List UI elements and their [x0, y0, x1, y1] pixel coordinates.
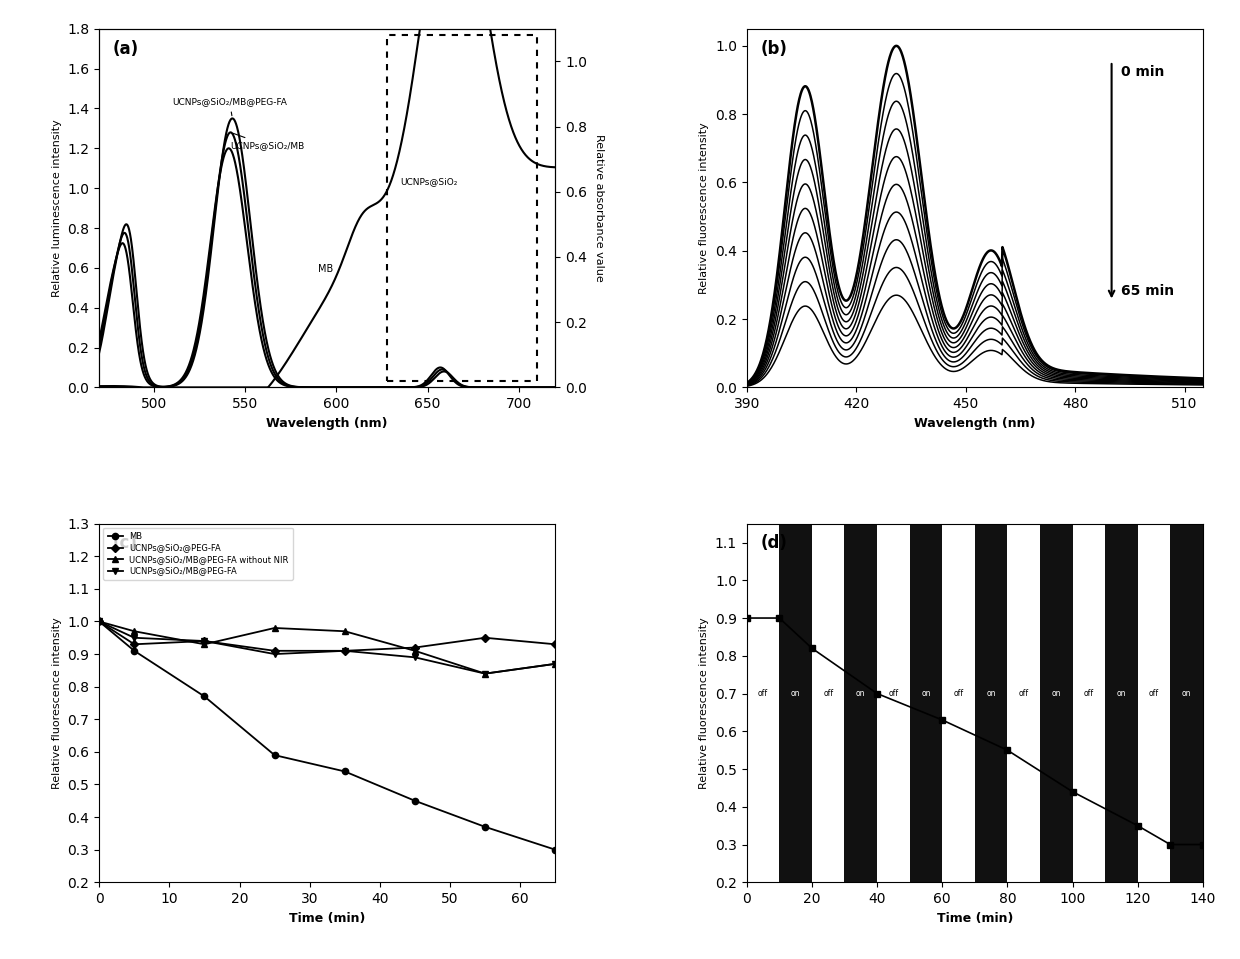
- Text: UCNPs@SiO₂/MB: UCNPs@SiO₂/MB: [231, 133, 305, 151]
- UCNPs@SiO₂/MB@PEG-FA without NIR: [408, 645, 423, 657]
- Text: off: off: [1149, 689, 1159, 698]
- Y-axis label: Relative fluorescence intensity: Relative fluorescence intensity: [699, 122, 709, 294]
- Text: UCNPs@SiO₂: UCNPs@SiO₂: [401, 177, 458, 186]
- Text: off: off: [888, 689, 899, 698]
- MB: [267, 749, 281, 760]
- Bar: [910, 524, 942, 882]
- UCNPs@SiO₂/MB@PEG-FA: [477, 667, 492, 679]
- Bar: [387, 35, 537, 381]
- Bar: [975, 524, 1007, 882]
- Text: off: off: [1084, 689, 1094, 698]
- Text: (a): (a): [113, 39, 139, 58]
- UCNPs@SiO₂@PEG-FA: [197, 635, 212, 646]
- MB: [477, 821, 492, 832]
- UCNPs@SiO₂/MB@PEG-FA without NIR: [267, 622, 281, 634]
- Text: (c): (c): [113, 534, 138, 552]
- Text: on: on: [1182, 689, 1192, 698]
- Text: (b): (b): [760, 39, 787, 58]
- Line: MB: MB: [95, 619, 558, 853]
- Text: off: off: [954, 689, 963, 698]
- Bar: [1040, 524, 1073, 882]
- Text: on: on: [856, 689, 866, 698]
- UCNPs@SiO₂@PEG-FA: [337, 645, 352, 657]
- Y-axis label: Relative fluorescence intensity: Relative fluorescence intensity: [52, 617, 62, 789]
- UCNPs@SiO₂/MB@PEG-FA: [548, 658, 563, 669]
- MB: [92, 616, 107, 627]
- MB: [126, 645, 141, 657]
- Text: 0 min: 0 min: [1121, 64, 1164, 79]
- Bar: [1171, 524, 1203, 882]
- MB: [337, 765, 352, 777]
- UCNPs@SiO₂/MB@PEG-FA without NIR: [337, 625, 352, 637]
- MB: [197, 690, 212, 702]
- Text: on: on: [986, 689, 996, 698]
- Text: 65 min: 65 min: [1121, 284, 1174, 297]
- Bar: [844, 524, 877, 882]
- Text: on: on: [791, 689, 800, 698]
- MB: [408, 795, 423, 807]
- UCNPs@SiO₂/MB@PEG-FA without NIR: [197, 639, 212, 650]
- Line: UCNPs@SiO₂/MB@PEG-FA: UCNPs@SiO₂/MB@PEG-FA: [95, 619, 558, 677]
- UCNPs@SiO₂/MB@PEG-FA: [267, 648, 281, 660]
- UCNPs@SiO₂@PEG-FA: [267, 645, 281, 657]
- UCNPs@SiO₂/MB@PEG-FA without NIR: [477, 667, 492, 679]
- Legend: MB, UCNPs@SiO₂@PEG-FA, UCNPs@SiO₂/MB@PEG-FA without NIR, UCNPs@SiO₂/MB@PEG-FA: MB, UCNPs@SiO₂@PEG-FA, UCNPs@SiO₂/MB@PEG…: [103, 527, 293, 579]
- X-axis label: Time (min): Time (min): [289, 912, 366, 924]
- Text: off: off: [1018, 689, 1029, 698]
- UCNPs@SiO₂/MB@PEG-FA: [337, 645, 352, 657]
- Text: off: off: [758, 689, 768, 698]
- UCNPs@SiO₂/MB@PEG-FA without NIR: [92, 616, 107, 627]
- UCNPs@SiO₂@PEG-FA: [548, 639, 563, 650]
- UCNPs@SiO₂/MB@PEG-FA: [408, 651, 423, 663]
- UCNPs@SiO₂/MB@PEG-FA: [197, 635, 212, 646]
- Y-axis label: Relative luminescence intensity: Relative luminescence intensity: [52, 119, 62, 297]
- Bar: [780, 524, 812, 882]
- MB: [548, 844, 563, 855]
- Y-axis label: Relative fluorescence intensity: Relative fluorescence intensity: [699, 617, 709, 789]
- Text: UCNPs@SiO₂/MB@PEG-FA: UCNPs@SiO₂/MB@PEG-FA: [172, 98, 286, 116]
- UCNPs@SiO₂/MB@PEG-FA without NIR: [548, 658, 563, 669]
- X-axis label: Time (min): Time (min): [936, 912, 1013, 924]
- X-axis label: Wavelength (nm): Wavelength (nm): [267, 416, 388, 430]
- UCNPs@SiO₂/MB@PEG-FA without NIR: [126, 625, 141, 637]
- UCNPs@SiO₂@PEG-FA: [408, 642, 423, 653]
- X-axis label: Wavelength (nm): Wavelength (nm): [914, 416, 1035, 430]
- Text: on: on: [921, 689, 931, 698]
- Line: UCNPs@SiO₂/MB@PEG-FA without NIR: UCNPs@SiO₂/MB@PEG-FA without NIR: [95, 619, 558, 677]
- UCNPs@SiO₂/MB@PEG-FA: [126, 632, 141, 643]
- Text: on: on: [1052, 689, 1061, 698]
- Line: UCNPs@SiO₂@PEG-FA: UCNPs@SiO₂@PEG-FA: [95, 619, 558, 654]
- UCNPs@SiO₂@PEG-FA: [477, 632, 492, 643]
- Y-axis label: Relative absorbance value: Relative absorbance value: [594, 134, 604, 282]
- UCNPs@SiO₂@PEG-FA: [92, 616, 107, 627]
- Text: off: off: [823, 689, 833, 698]
- Text: MB: MB: [319, 264, 334, 274]
- Text: on: on: [1116, 689, 1126, 698]
- Bar: [1105, 524, 1137, 882]
- Text: (d): (d): [760, 534, 787, 552]
- UCNPs@SiO₂/MB@PEG-FA: [92, 616, 107, 627]
- UCNPs@SiO₂@PEG-FA: [126, 639, 141, 650]
